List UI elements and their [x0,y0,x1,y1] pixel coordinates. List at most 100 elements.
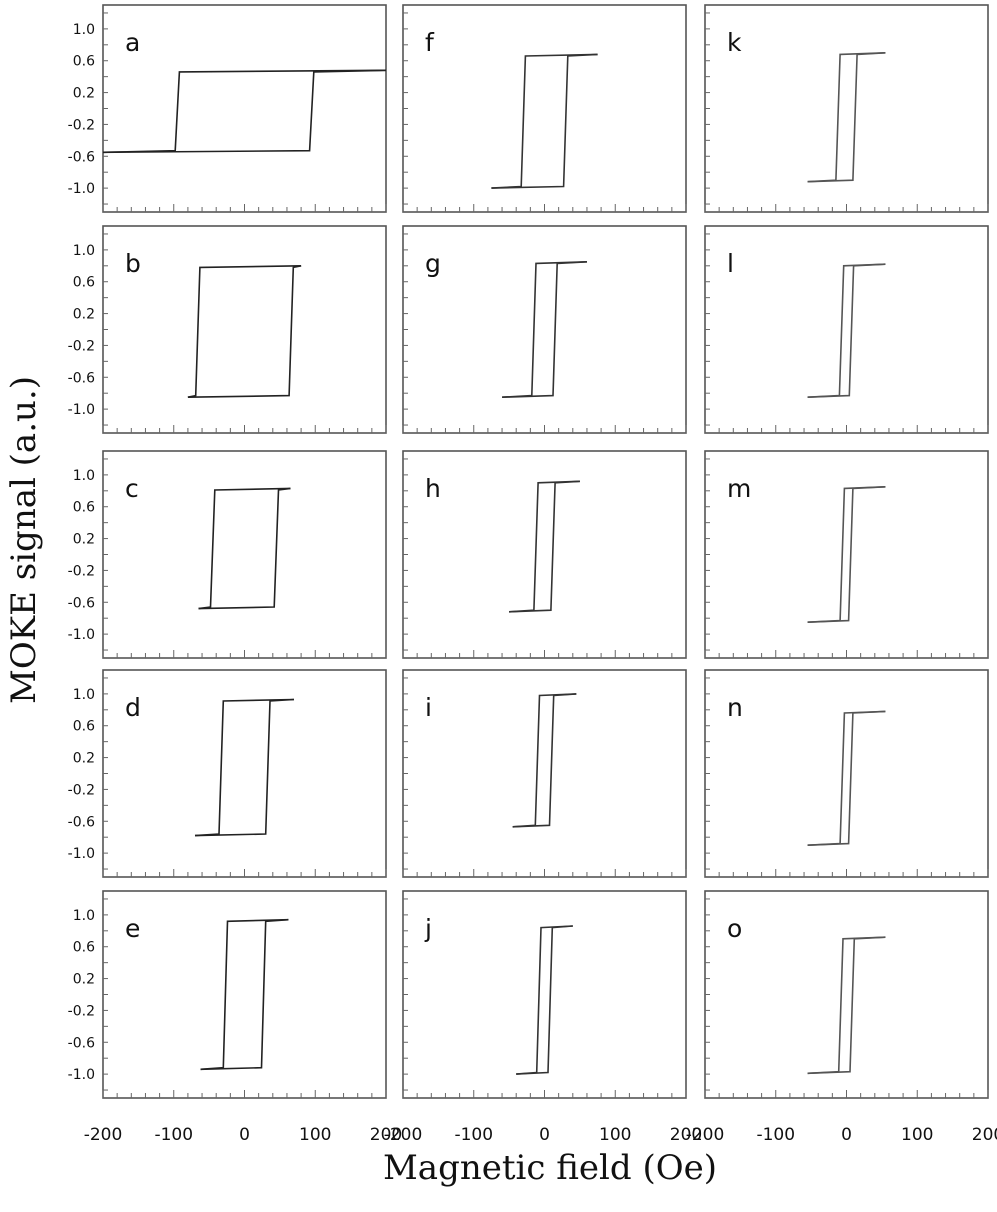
loop-descending-branch [807,263,886,398]
loop-descending-branch [807,486,886,623]
y-tick-label: 1.0 [73,908,95,924]
y-tick-label: -1.0 [68,402,95,418]
y-axis-title: MOKE signal (a.u.) [4,376,44,704]
panel-e: 1.0 0.6 0.2 -0.2 -0.6 -1.0 -200 -100 0 100 200 e [68,890,402,1145]
y-tick-label: 0.6 [73,940,95,956]
x-tick-label: 200 [972,1125,997,1145]
loop-descending-branch [200,918,289,1071]
panel-frame [402,669,687,878]
panel-frame [704,225,989,434]
loop-descending-branch [807,936,886,1075]
panel-label: c [125,474,139,503]
y-tick-label: -0.2 [68,1003,95,1019]
y-tick-label: 1.0 [73,687,95,703]
panel-label: h [425,474,441,503]
loop-descending-branch [512,693,577,828]
panel-label: i [425,693,432,722]
y-tick-label: 0.2 [73,307,95,323]
panel-n: n [704,669,989,878]
panel-frame [704,669,989,878]
panel-g: g [402,225,687,434]
loop-ascending-branch [807,52,886,183]
loop-ascending-branch [807,486,886,623]
y-tick-label: -0.6 [68,1035,95,1051]
loop-ascending-branch [512,693,577,828]
y-tick-label: 0.6 [73,500,95,516]
y-tick-label: -0.6 [68,814,95,830]
panel-label: l [727,249,734,278]
panel-c: 1.0 0.6 0.2 -0.2 -0.6 -1.0 c [68,450,387,659]
y-tick-label: -1.0 [68,181,95,197]
y-tick-label: 0.6 [73,54,95,70]
panel-label: j [424,914,432,943]
panel-label: d [125,693,141,722]
panel-frame [704,890,989,1099]
loop-descending-branch [187,265,302,398]
panel-b: 1.0 0.6 0.2 -0.2 -0.6 -1.0 b [68,225,387,434]
loop-ascending-branch [200,918,289,1071]
x-tick-label: -100 [454,1125,493,1145]
panel-a: 1.0 0.6 0.2 -0.2 -0.6 -1.0 a [68,4,387,213]
x-tick-label: 200 [670,1125,702,1145]
y-tick-label: -0.2 [68,563,95,579]
y-tick-label: -0.6 [68,370,95,386]
panel-label: b [125,249,141,278]
x-tick-label: -100 [756,1125,795,1145]
x-axis-title: Magnetic field (Oe) [382,1148,718,1188]
panel-frame [102,4,387,213]
y-tick-label: 0.2 [73,972,95,988]
panel-frame [402,890,687,1099]
panel-frame [402,225,687,434]
loop-descending-branch [516,925,573,1075]
panel-frame [402,4,687,213]
y-tick-label: -0.2 [68,338,95,354]
loop-ascending-branch [187,265,302,398]
loop-descending-branch [194,698,295,837]
panel-label: a [125,28,140,57]
panel-label: o [727,914,742,943]
panel-k: k [704,4,989,213]
y-tick-label: -0.6 [68,595,95,611]
loop-descending-branch [509,480,580,613]
loop-ascending-branch [807,710,886,846]
x-tick-label: 100 [599,1125,631,1145]
y-tick-label: 0.2 [73,751,95,767]
x-tick-label: -200 [686,1125,725,1145]
panel-label: k [727,28,742,57]
y-tick-label: -1.0 [68,627,95,643]
panel-label: n [727,693,743,722]
panel-o: -200 -100 0 100 200 o [686,890,997,1145]
panel-h: h [402,450,687,659]
y-tick-label: 1.0 [73,243,95,259]
y-tick-label: 1.0 [73,468,95,484]
loop-ascending-branch [198,487,291,610]
y-tick-label: -0.2 [68,782,95,798]
x-tick-label: 200 [370,1125,402,1145]
x-tick-label: 0 [539,1125,550,1145]
panel-label: m [727,474,751,503]
loop-ascending-branch [509,480,580,613]
panel-f: f [402,4,687,213]
x-tick-label: 0 [841,1125,852,1145]
panel-frame [102,225,387,434]
panel-label: g [425,249,441,278]
y-tick-label: 1.0 [73,22,95,38]
x-tick-label: -200 [84,1125,123,1145]
x-tick-label: -200 [384,1125,423,1145]
panel-j: -200 -100 0 100 200 j [384,890,702,1145]
loop-ascending-branch [516,925,573,1075]
panel-m: m [704,450,989,659]
y-tick-label: 0.2 [73,86,95,102]
y-tick-label: 0.6 [73,275,95,291]
x-tick-label: -100 [154,1125,193,1145]
loop-descending-branch [807,710,886,846]
panel-label: f [425,28,435,57]
x-tick-label: 100 [299,1125,331,1145]
loop-ascending-branch [194,698,295,837]
loop-descending-branch [807,52,886,183]
loop-ascending-branch [807,936,886,1075]
panel-label: e [125,914,140,943]
loop-ascending-branch [807,263,886,398]
x-tick-label: 100 [901,1125,933,1145]
y-tick-label: 0.2 [73,532,95,548]
